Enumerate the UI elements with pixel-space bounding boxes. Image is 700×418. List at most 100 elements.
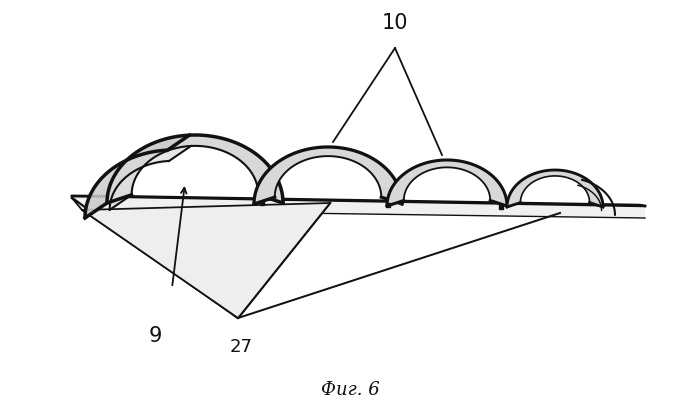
Polygon shape [140,153,163,168]
Polygon shape [88,186,110,202]
Polygon shape [107,135,283,203]
Polygon shape [167,146,191,161]
Polygon shape [146,138,169,153]
Polygon shape [127,144,151,160]
Polygon shape [122,147,146,163]
Polygon shape [105,158,129,175]
Polygon shape [108,156,132,172]
Polygon shape [153,148,176,163]
Polygon shape [131,158,154,173]
Polygon shape [148,149,172,165]
Polygon shape [114,176,137,191]
Polygon shape [99,165,122,182]
Polygon shape [136,154,159,170]
Polygon shape [110,190,132,206]
Polygon shape [85,198,107,214]
Text: 10: 10 [382,13,408,33]
Polygon shape [139,140,163,155]
Polygon shape [120,167,144,183]
Polygon shape [116,172,139,188]
Polygon shape [94,171,117,188]
Polygon shape [111,185,133,201]
Polygon shape [85,194,108,211]
Polygon shape [152,137,176,152]
Polygon shape [113,178,136,194]
Polygon shape [110,192,132,209]
Polygon shape [72,196,645,218]
Polygon shape [111,183,134,199]
Polygon shape [92,174,116,191]
Polygon shape [137,140,161,156]
Polygon shape [132,157,155,173]
Polygon shape [110,155,133,171]
Polygon shape [126,161,149,177]
Polygon shape [123,164,146,180]
Polygon shape [120,168,142,184]
Polygon shape [118,149,141,165]
Polygon shape [154,136,178,152]
Polygon shape [160,147,183,162]
Text: 27: 27 [230,338,253,356]
Polygon shape [141,139,165,155]
Polygon shape [137,154,160,169]
Polygon shape [87,188,109,204]
Polygon shape [110,194,132,210]
Polygon shape [117,171,140,187]
Polygon shape [164,146,188,161]
Polygon shape [88,184,111,201]
Polygon shape [254,147,402,204]
Polygon shape [161,147,185,162]
Polygon shape [130,158,153,174]
Polygon shape [82,203,330,318]
Polygon shape [122,165,145,181]
Polygon shape [387,160,507,206]
Polygon shape [144,150,168,166]
Polygon shape [152,148,175,164]
Polygon shape [110,187,132,204]
Polygon shape [97,167,120,183]
Text: Фиг. 6: Фиг. 6 [321,381,379,399]
Polygon shape [120,148,144,164]
Polygon shape [150,137,174,153]
Polygon shape [125,145,149,161]
Polygon shape [112,181,134,197]
Polygon shape [90,178,113,194]
Polygon shape [101,163,125,179]
Polygon shape [111,153,135,170]
Polygon shape [106,157,130,173]
Polygon shape [135,141,159,157]
Polygon shape [116,173,138,189]
Polygon shape [96,168,120,185]
Polygon shape [155,148,178,163]
Polygon shape [161,135,185,150]
Polygon shape [123,146,147,162]
Polygon shape [85,201,107,218]
Text: 9: 9 [148,326,162,346]
Polygon shape [166,146,190,161]
Polygon shape [121,166,144,182]
Polygon shape [113,152,136,168]
Polygon shape [129,159,152,175]
Polygon shape [93,173,116,189]
Polygon shape [110,191,132,207]
Polygon shape [158,147,181,162]
Polygon shape [125,162,148,178]
Polygon shape [118,170,141,186]
Polygon shape [507,170,603,207]
Polygon shape [85,199,107,216]
Polygon shape [110,189,132,205]
Polygon shape [147,150,171,165]
Polygon shape [129,143,153,159]
Polygon shape [134,155,158,171]
Polygon shape [85,196,108,213]
Polygon shape [111,184,133,200]
Polygon shape [113,176,136,193]
Polygon shape [146,150,169,166]
Polygon shape [116,150,140,166]
Polygon shape [148,138,172,153]
Polygon shape [115,151,138,167]
Polygon shape [102,161,126,178]
Polygon shape [131,143,155,158]
Polygon shape [158,136,183,151]
Polygon shape [144,138,167,154]
